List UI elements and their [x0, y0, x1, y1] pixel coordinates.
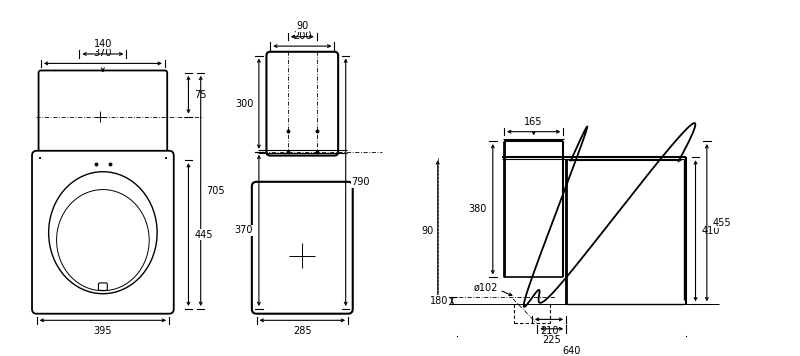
Text: 165: 165 [525, 116, 543, 126]
Text: 210: 210 [540, 325, 558, 335]
Text: 395: 395 [94, 326, 112, 336]
Text: 200: 200 [293, 31, 311, 41]
FancyBboxPatch shape [38, 70, 167, 163]
Text: 180: 180 [430, 296, 448, 306]
Text: 370: 370 [94, 48, 112, 58]
Text: 225: 225 [542, 335, 561, 345]
FancyBboxPatch shape [252, 182, 353, 314]
Text: ø102: ø102 [474, 283, 498, 293]
Text: 140: 140 [94, 39, 112, 49]
Text: 380: 380 [469, 204, 487, 214]
FancyBboxPatch shape [98, 283, 107, 290]
FancyBboxPatch shape [32, 151, 174, 314]
Text: 705: 705 [206, 186, 225, 196]
Text: 640: 640 [562, 346, 581, 356]
Text: 300: 300 [235, 99, 254, 109]
Text: 445: 445 [194, 230, 213, 240]
Ellipse shape [49, 172, 157, 294]
Text: 90: 90 [422, 226, 434, 236]
Text: 370: 370 [234, 225, 254, 235]
Text: 285: 285 [293, 326, 312, 336]
Text: 455: 455 [713, 218, 731, 228]
Text: 410: 410 [701, 226, 719, 236]
FancyBboxPatch shape [266, 52, 338, 156]
Text: 90: 90 [296, 21, 309, 31]
Text: 790: 790 [351, 177, 370, 187]
Text: 75: 75 [194, 90, 206, 100]
